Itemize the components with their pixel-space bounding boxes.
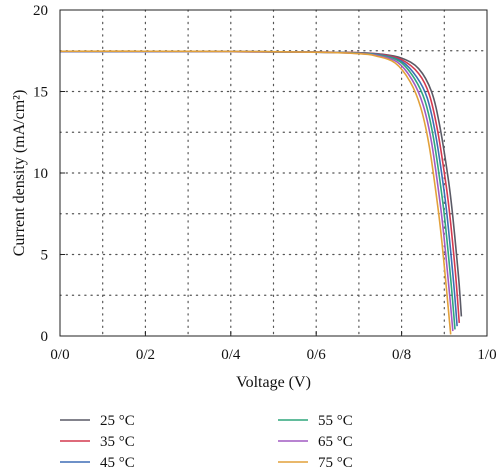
y-tick-label: 10 [33,166,48,182]
x-tick-label: 0/4 [221,347,241,363]
y-tick-label: 15 [33,85,48,101]
series-line-6 [59,50,452,335]
legend-label-3: 45 °C [100,455,135,471]
x-tick-label: 0/6 [307,347,327,363]
legend-label-2: 35 °C [100,434,135,450]
y-tick-label: 0 [41,329,49,345]
legend-label-6: 75 °C [318,455,353,471]
x-tick-label: 0/2 [136,347,155,363]
legend-label-4: 55 °C [318,413,353,429]
y-tick-label: 20 [33,3,48,19]
legend-label-1: 25 °C [100,413,135,429]
x-tick-label: 0/8 [392,347,411,363]
y-axis-label: Current density (mA/cm²) [11,90,28,257]
legend-label-5: 65 °C [318,434,353,450]
y-tick-label: 5 [41,248,49,264]
x-tick-label: 1/0 [477,347,496,363]
x-axis-label: Voltage (V) [236,374,311,391]
x-tick-label: 0/0 [50,347,69,363]
